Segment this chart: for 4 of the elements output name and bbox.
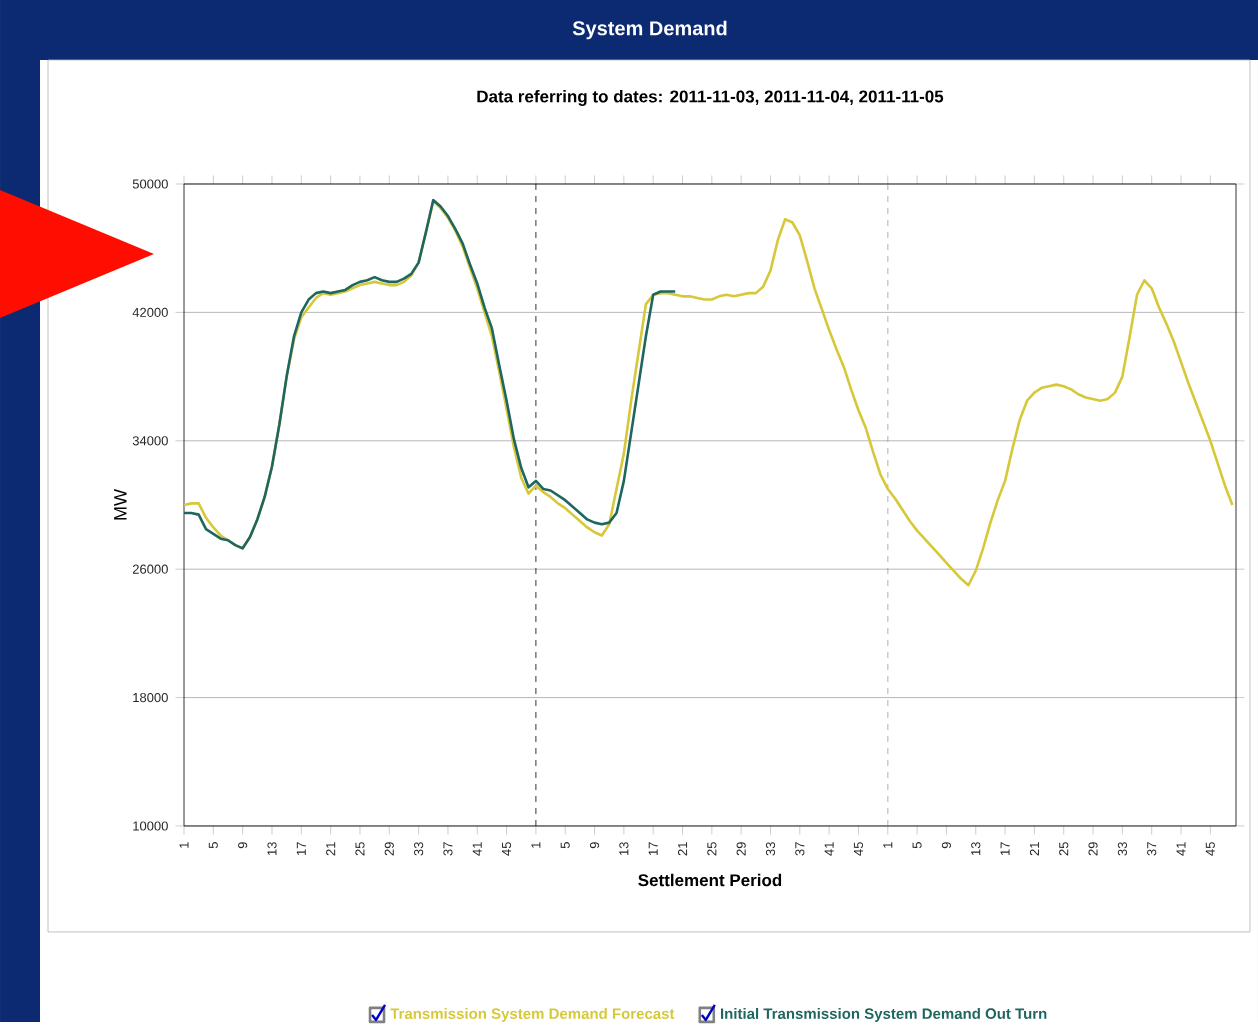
y-axis-title: MW [114, 489, 127, 520]
chart-subtitle: Data referring to dates: 2011-11-03, 2011-11-04, 2011-11-05 [477, 90, 944, 107]
chart-title: System Demand [572, 20, 727, 40]
x-axis-title: Settlement Period [638, 873, 782, 887]
